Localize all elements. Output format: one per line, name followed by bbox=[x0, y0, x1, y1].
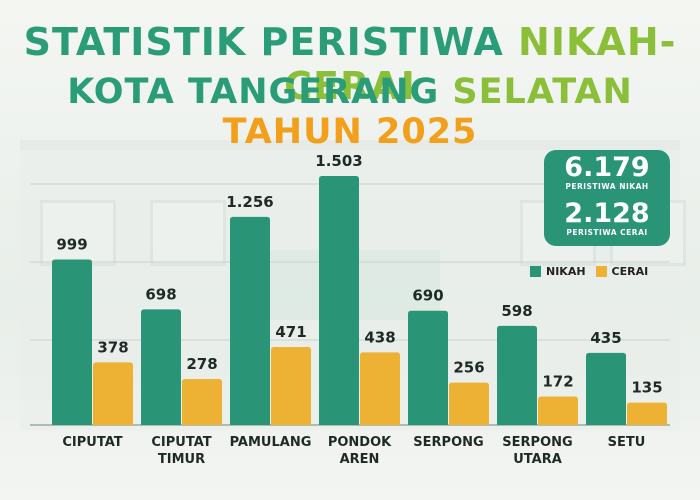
category-label: SERPONG bbox=[413, 435, 483, 450]
bar-cerai bbox=[627, 402, 667, 425]
legend: NIKAH CERAI bbox=[530, 264, 658, 278]
bar-nikah bbox=[230, 216, 270, 425]
bar-nikah bbox=[141, 309, 181, 425]
data-label-nikah: 1.503 bbox=[315, 152, 362, 170]
data-label-nikah: 698 bbox=[145, 285, 176, 303]
total-nikah-label: PERISTIWA NIKAH bbox=[565, 182, 649, 191]
title-line-2: KOTA TANGERANG SELATAN TAHUN 2025 bbox=[67, 72, 633, 152]
bar-cerai bbox=[360, 352, 400, 425]
data-label-cerai: 471 bbox=[275, 323, 306, 341]
legend-swatch-cerai bbox=[595, 265, 607, 277]
bar-nikah bbox=[497, 325, 537, 425]
category-label: CIPUTAT bbox=[62, 435, 122, 450]
data-label-cerai: 256 bbox=[453, 359, 484, 377]
legend-item-cerai: CERAI bbox=[595, 265, 648, 278]
bar-cerai bbox=[271, 346, 311, 425]
category-label: CIPUTAT TIMUR bbox=[151, 435, 211, 467]
data-label-nikah: 1.256 bbox=[226, 193, 273, 211]
data-label-cerai: 135 bbox=[631, 379, 662, 397]
bar-cerai bbox=[182, 378, 222, 425]
bar-nikah bbox=[52, 259, 92, 425]
legend-item-nikah: NIKAH bbox=[530, 265, 586, 278]
category-label: PONDOK AREN bbox=[328, 435, 392, 467]
title-line-1: STATISTIK PERISTIWA NIKAH-CERAI bbox=[23, 20, 677, 108]
bar-cerai bbox=[449, 382, 489, 425]
total-nikah-value: 6.179 bbox=[564, 152, 650, 183]
data-label-cerai: 278 bbox=[186, 355, 217, 373]
category-label: SETU bbox=[608, 435, 646, 450]
data-label-cerai: 378 bbox=[97, 338, 128, 356]
total-cerai-value: 2.128 bbox=[564, 198, 650, 229]
bar-nikah bbox=[586, 352, 626, 425]
data-label-cerai: 172 bbox=[542, 373, 573, 391]
bar-nikah bbox=[319, 176, 359, 425]
data-label-cerai: 438 bbox=[364, 328, 395, 346]
data-label-nikah: 999 bbox=[56, 235, 87, 253]
total-cerai-label: PERISTIWA CERAI bbox=[566, 228, 648, 237]
totals-box: 6.179 PERISTIWA NIKAH 2.128 PERISTIWA CE… bbox=[544, 150, 670, 246]
category-label: PAMULANG bbox=[230, 435, 312, 450]
data-label-nikah: 435 bbox=[590, 329, 621, 347]
bar-cerai bbox=[93, 362, 133, 425]
category-label: SERPONG UTARA bbox=[502, 435, 572, 467]
bar-cerai bbox=[538, 396, 578, 425]
bar-nikah bbox=[408, 310, 448, 425]
legend-swatch-nikah bbox=[530, 265, 541, 277]
data-label-nikah: 690 bbox=[412, 287, 443, 305]
data-label-nikah: 598 bbox=[501, 302, 532, 320]
